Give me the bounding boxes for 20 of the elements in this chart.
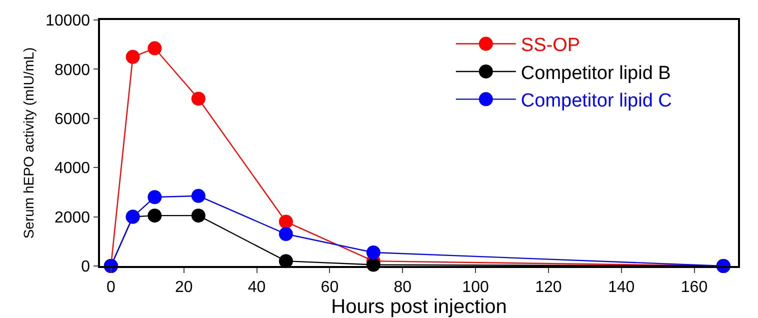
x-tick-label: 120 xyxy=(535,278,562,296)
x-tick-label: 60 xyxy=(320,278,339,296)
x-axis-title: Hours post injection xyxy=(331,296,507,318)
x-tick-label: 100 xyxy=(462,278,489,296)
x-tick-label: 140 xyxy=(608,278,635,296)
x-tick-label: 0 xyxy=(106,278,116,296)
legend-label: SS-OP xyxy=(520,35,580,56)
y-tick-label: 10000 xyxy=(46,12,90,30)
y-axis-title: Serum hEPO activity (mIU/mL) xyxy=(20,47,37,239)
y-tick-label: 6000 xyxy=(54,111,90,128)
x-tick-label: 20 xyxy=(174,278,193,296)
y-tick-label: 4000 xyxy=(54,160,90,178)
y-tick-label: 2000 xyxy=(54,209,90,226)
x-tick-label: 80 xyxy=(394,278,412,296)
y-tick-label: 8000 xyxy=(54,62,90,79)
x-tick-label: 40 xyxy=(248,278,266,296)
legend-label: Competitor lipid C xyxy=(520,90,672,112)
x-tick-label: 160 xyxy=(680,278,708,296)
legend-label: Competitor lipid B xyxy=(520,62,671,84)
y-tick-label: 0 xyxy=(81,258,90,276)
